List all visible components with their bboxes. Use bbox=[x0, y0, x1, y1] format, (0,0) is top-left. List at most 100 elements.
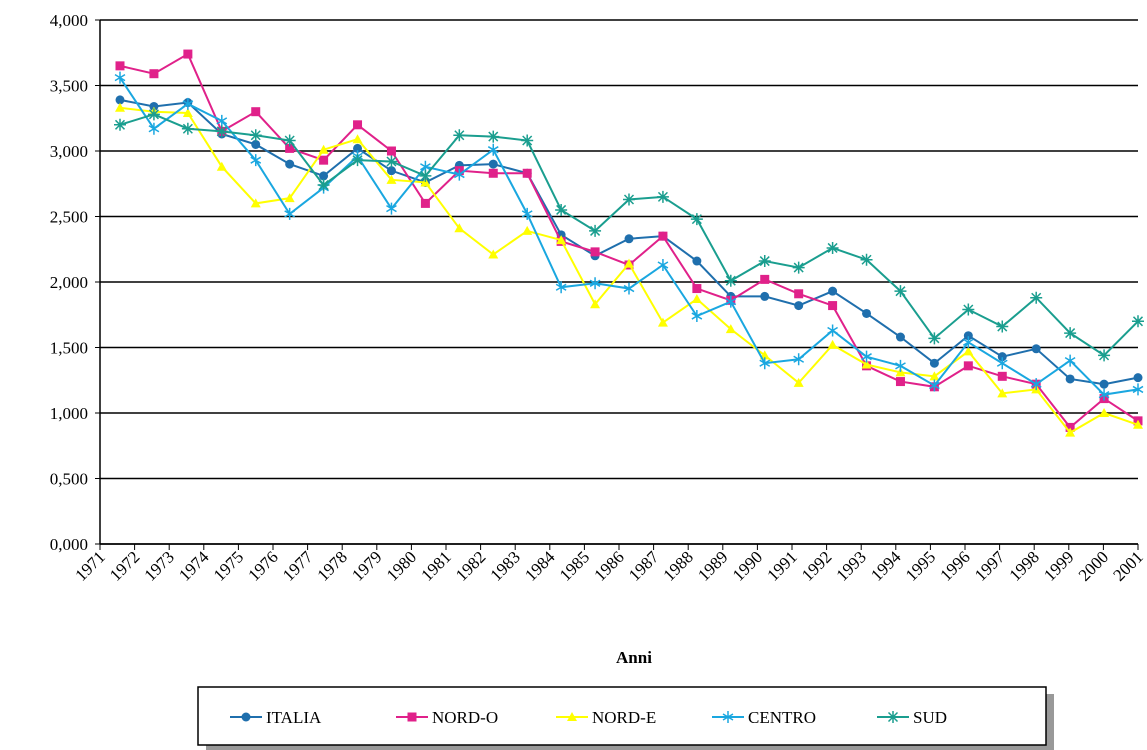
marker bbox=[861, 350, 872, 363]
marker bbox=[724, 274, 737, 287]
marker bbox=[590, 299, 601, 309]
y-tick-label: 0,500 bbox=[50, 470, 88, 489]
marker bbox=[794, 301, 804, 311]
marker bbox=[928, 332, 941, 345]
marker bbox=[149, 69, 159, 79]
marker bbox=[454, 223, 465, 233]
marker bbox=[285, 159, 295, 169]
marker bbox=[488, 168, 498, 178]
legend-label: NORD-O bbox=[432, 708, 498, 727]
marker bbox=[420, 198, 430, 208]
x-tick-label: 1984 bbox=[521, 547, 559, 585]
marker bbox=[826, 241, 839, 254]
y-tick-label: 0,000 bbox=[50, 535, 88, 554]
marker bbox=[149, 101, 159, 111]
marker bbox=[1065, 427, 1076, 437]
marker bbox=[1099, 379, 1109, 389]
x-tick-label: 1985 bbox=[556, 547, 593, 584]
marker bbox=[895, 332, 905, 342]
y-tick-label: 1,500 bbox=[50, 339, 88, 358]
marker bbox=[521, 207, 533, 220]
x-tick-label: 2000 bbox=[1075, 547, 1112, 584]
marker bbox=[793, 353, 805, 366]
marker bbox=[963, 346, 974, 356]
marker bbox=[1098, 388, 1110, 401]
x-tick-label: 2001 bbox=[1109, 547, 1146, 584]
marker bbox=[895, 359, 906, 372]
marker bbox=[487, 130, 500, 143]
x-tick-label: 1973 bbox=[141, 547, 178, 584]
marker bbox=[407, 712, 417, 722]
marker bbox=[1099, 408, 1110, 417]
marker bbox=[1030, 378, 1042, 391]
marker bbox=[284, 193, 295, 203]
y-tick-label: 2,500 bbox=[50, 208, 88, 227]
marker bbox=[181, 122, 194, 135]
marker bbox=[114, 118, 126, 131]
marker bbox=[860, 253, 873, 266]
marker bbox=[656, 190, 669, 203]
marker bbox=[148, 122, 160, 135]
marker bbox=[216, 161, 227, 171]
marker bbox=[828, 301, 838, 311]
x-tick-label: 1975 bbox=[210, 547, 247, 584]
marker bbox=[1065, 374, 1075, 384]
marker bbox=[962, 303, 975, 316]
marker bbox=[1098, 349, 1111, 362]
marker bbox=[895, 367, 906, 377]
marker bbox=[758, 255, 771, 268]
marker bbox=[894, 285, 907, 298]
marker bbox=[419, 169, 432, 182]
marker bbox=[351, 154, 364, 167]
x-axis-title: Anni bbox=[616, 648, 652, 667]
x-tick-label: 1986 bbox=[590, 547, 627, 584]
marker bbox=[453, 168, 465, 181]
marker bbox=[827, 324, 838, 337]
marker bbox=[555, 203, 568, 216]
y-tick-label: 4,000 bbox=[50, 11, 88, 30]
marker bbox=[251, 107, 261, 117]
marker bbox=[115, 61, 125, 71]
marker bbox=[759, 357, 771, 370]
marker bbox=[147, 108, 160, 121]
marker bbox=[249, 129, 262, 142]
series-line bbox=[119, 106, 1139, 434]
marker bbox=[555, 281, 567, 294]
marker bbox=[386, 174, 397, 184]
marker bbox=[114, 71, 126, 84]
x-tick-label: 1972 bbox=[106, 547, 143, 584]
marker bbox=[929, 371, 940, 381]
marker bbox=[692, 284, 702, 294]
x-tick-label: 1995 bbox=[902, 547, 939, 584]
y-tick-label: 3,000 bbox=[50, 142, 88, 161]
x-tick-label: 1976 bbox=[244, 547, 281, 584]
marker bbox=[691, 294, 702, 304]
marker bbox=[722, 711, 734, 723]
marker bbox=[386, 166, 396, 176]
marker bbox=[828, 286, 838, 296]
marker bbox=[522, 225, 533, 235]
marker bbox=[996, 320, 1009, 333]
marker bbox=[692, 256, 702, 266]
marker bbox=[1132, 315, 1144, 328]
legend-label: NORD-E bbox=[592, 708, 656, 727]
marker bbox=[420, 177, 431, 187]
marker bbox=[567, 712, 577, 721]
x-tick-label: 1998 bbox=[1006, 547, 1043, 584]
x-tick-label: 1992 bbox=[798, 547, 835, 584]
x-tick-label: 1977 bbox=[279, 547, 317, 585]
marker bbox=[624, 234, 634, 244]
x-tick-label: 1993 bbox=[833, 547, 870, 584]
x-tick-label: 1979 bbox=[348, 547, 385, 584]
marker bbox=[895, 377, 905, 387]
x-tick-label: 1989 bbox=[694, 547, 731, 584]
legend-label: CENTRO bbox=[748, 708, 816, 727]
marker bbox=[624, 258, 634, 268]
marker bbox=[657, 317, 668, 327]
marker bbox=[318, 144, 329, 154]
marker bbox=[250, 154, 262, 167]
marker bbox=[996, 357, 1008, 370]
marker bbox=[283, 134, 296, 147]
marker bbox=[251, 139, 261, 149]
